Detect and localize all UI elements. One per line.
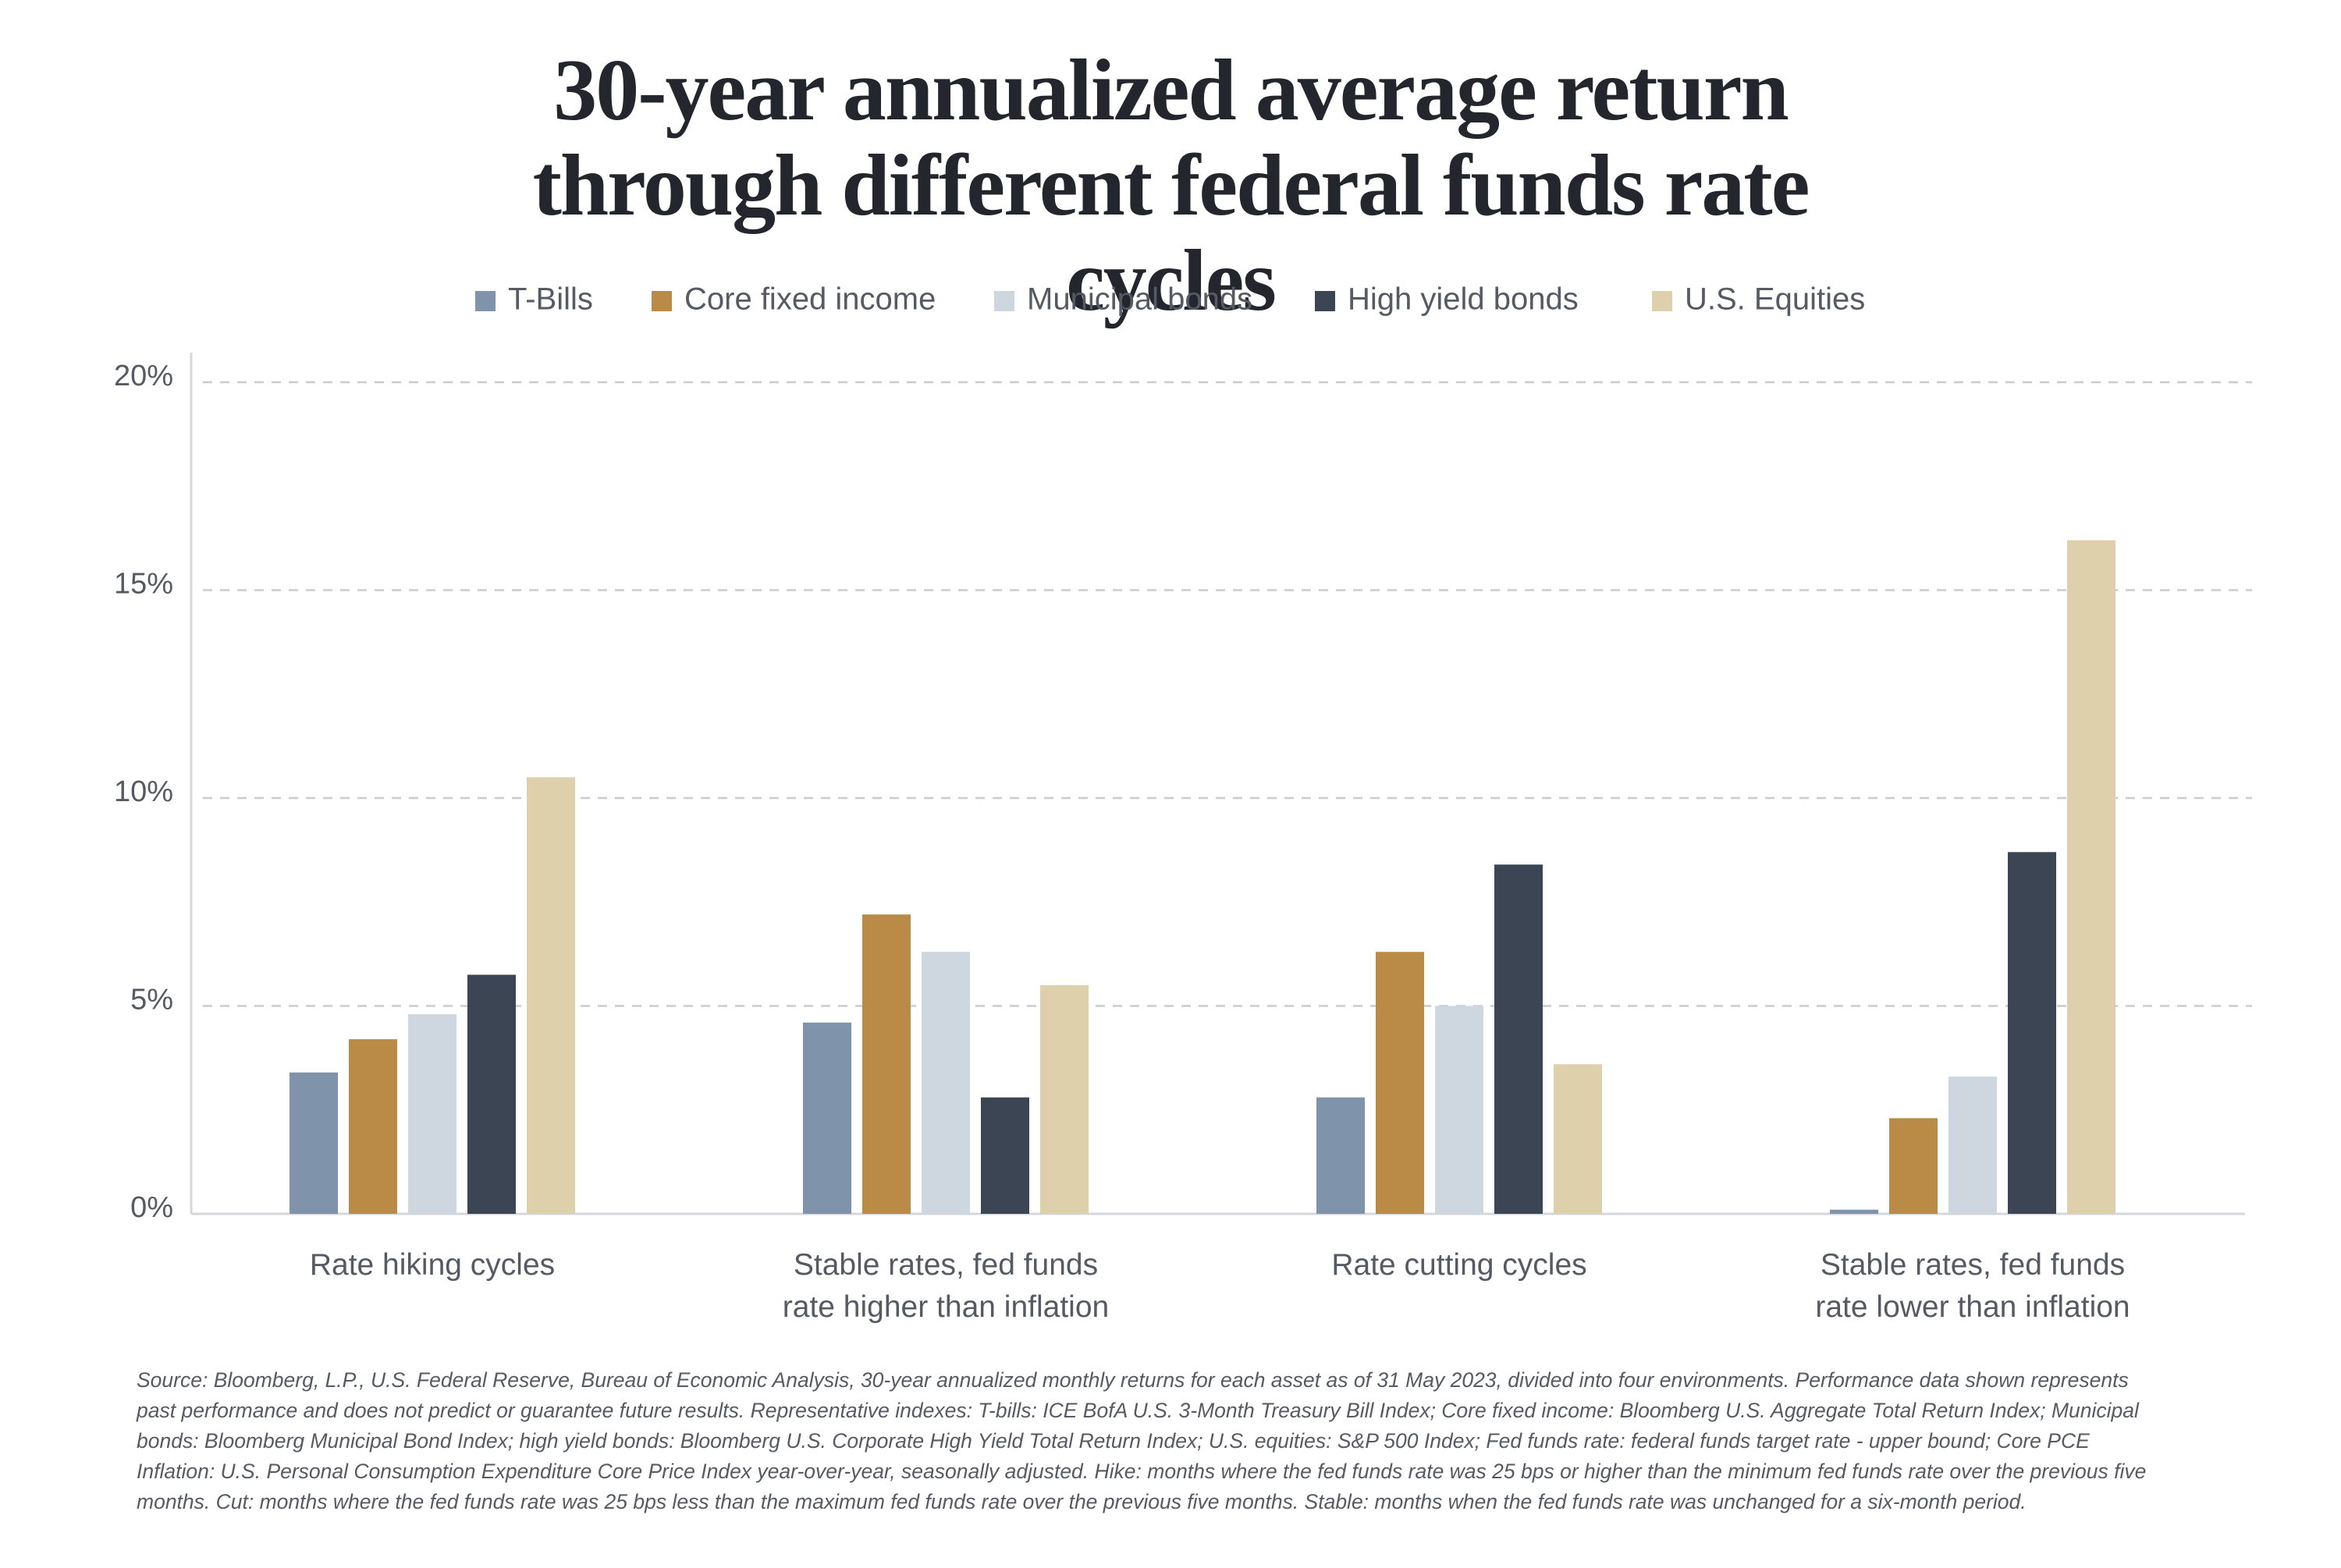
y-tick-label: 0% xyxy=(130,1191,173,1224)
bar xyxy=(349,1039,397,1214)
legend-swatch xyxy=(475,291,496,311)
y-tick-label: 10% xyxy=(114,775,173,808)
legend-label: U.S. Equities xyxy=(1685,282,1865,317)
bar xyxy=(1316,1097,1365,1214)
x-tick-label: Rate cutting cycles xyxy=(1331,1248,1587,1282)
legend-label: Municipal bonds xyxy=(1027,282,1252,317)
bar xyxy=(1889,1118,1938,1214)
legend-swatch xyxy=(1315,291,1335,311)
bar xyxy=(1830,1209,1878,1214)
chart-title: 30-year annualized average return throug… xyxy=(532,42,1810,329)
bar xyxy=(527,777,575,1214)
bar xyxy=(1948,1077,1997,1214)
bar xyxy=(1494,864,1543,1214)
bar xyxy=(862,914,911,1214)
bar xyxy=(803,1022,851,1214)
y-tick-label: 15% xyxy=(114,568,173,601)
legend-swatch xyxy=(994,291,1014,311)
x-tick-label: Stable rates, fed funds rate lower than … xyxy=(1815,1248,2130,1324)
legend-label: High yield bonds xyxy=(1348,282,1579,317)
bar xyxy=(981,1097,1029,1214)
x-tick-label: Rate hiking cycles xyxy=(309,1248,556,1282)
bar xyxy=(1040,984,1089,1214)
bar xyxy=(922,952,970,1214)
bar xyxy=(1554,1064,1602,1214)
source-note: Source: Bloomberg, L.P., U.S. Federal Re… xyxy=(137,1368,2147,1513)
legend-label: Core fixed income xyxy=(684,282,936,317)
y-tick-label: 5% xyxy=(130,984,173,1016)
bar xyxy=(408,1014,456,1214)
bar xyxy=(2067,540,2115,1214)
bar xyxy=(1376,952,1424,1214)
bar xyxy=(467,974,516,1214)
x-tick-label: Stable rates, fed funds rate higher than… xyxy=(782,1248,1110,1324)
legend-swatch xyxy=(1652,291,1672,311)
legend-label: T-Bills xyxy=(508,282,593,317)
legend-swatch xyxy=(652,291,672,311)
bar xyxy=(1435,1006,1483,1214)
bar xyxy=(2008,852,2056,1214)
bar xyxy=(290,1072,338,1214)
y-tick-label: 20% xyxy=(114,360,173,392)
